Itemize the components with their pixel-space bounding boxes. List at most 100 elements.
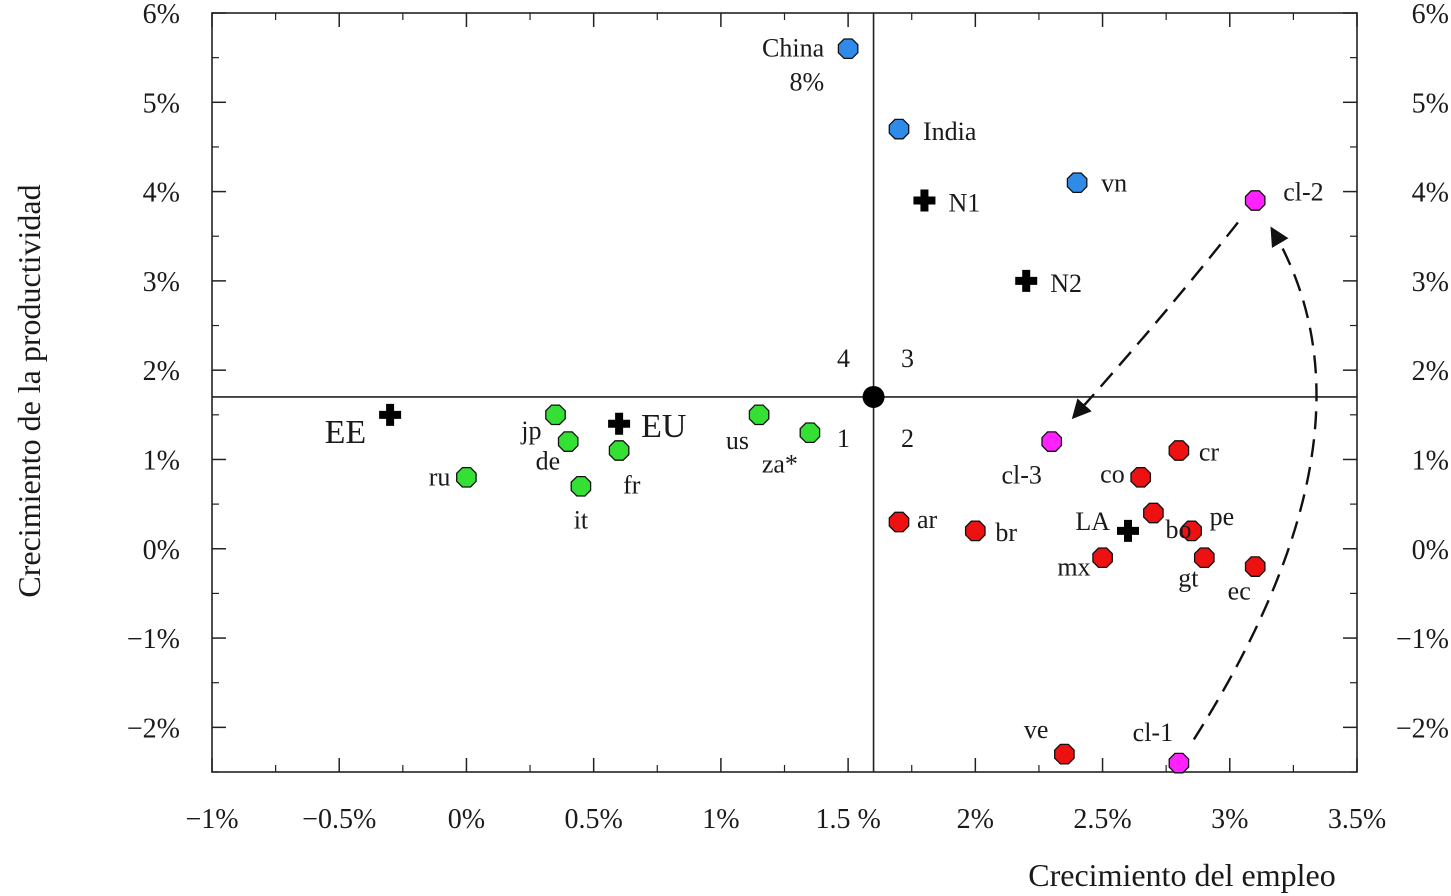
y-tick-label: −2%	[127, 713, 180, 744]
x-axis-title: Crecimiento del empleo	[1028, 857, 1335, 893]
point-LA	[1117, 519, 1139, 542]
point-cl-2	[1244, 190, 1266, 211]
point-bo	[1143, 502, 1164, 524]
y-tick-label: 0%	[143, 535, 180, 566]
y-tick-label: 5%	[143, 88, 180, 119]
label-EU: EU	[641, 408, 686, 445]
point-ru	[456, 466, 477, 488]
x-tick-label: 1.5 %	[815, 804, 880, 835]
x-tick-label: 3%	[1211, 804, 1248, 835]
x-tick-label: −0.5%	[302, 804, 376, 835]
point-pe	[1181, 520, 1202, 542]
label-pe: pe	[1210, 502, 1235, 531]
y-tick-label-right: 0%	[1412, 535, 1449, 566]
y-tick-label: 2%	[143, 356, 180, 387]
point-co	[1130, 466, 1152, 488]
label-ve: ve	[1024, 715, 1049, 744]
point-EU	[608, 412, 631, 435]
point-cl-1	[1168, 752, 1190, 774]
point-mx	[1092, 547, 1113, 569]
point-ec	[1244, 556, 1266, 577]
point-ve	[1054, 743, 1075, 765]
point-br	[964, 520, 986, 542]
point-cr	[1168, 440, 1190, 461]
point-us	[748, 404, 770, 426]
label-cl-1: cl-1	[1133, 718, 1173, 747]
quadrant-label-3: 3	[901, 344, 914, 373]
quadrant-label-1: 1	[837, 424, 850, 453]
point-za*	[799, 422, 821, 444]
x-tick-label: 0%	[448, 804, 485, 835]
point-N2	[1015, 269, 1038, 292]
y-tick-label-right: 3%	[1412, 267, 1449, 298]
label-gt: gt	[1178, 564, 1199, 593]
label-cl-3: cl-3	[1001, 461, 1041, 490]
quadrant-label-2: 2	[901, 424, 914, 453]
x-tick-label: 1%	[702, 804, 739, 835]
point-China	[837, 38, 859, 60]
point-fr	[608, 440, 630, 461]
label-vn: vn	[1101, 169, 1127, 198]
label-mx: mx	[1057, 553, 1090, 582]
point-India	[888, 118, 910, 140]
y-tick-label-right: 6%	[1412, 0, 1449, 30]
label-fr: fr	[623, 471, 641, 500]
label-jp: jp	[520, 416, 541, 445]
x-tick-label: −1%	[185, 804, 238, 835]
arrow-layer	[1071, 221, 1318, 741]
label-br: br	[995, 518, 1017, 547]
y-tick-label-right: 1%	[1412, 445, 1449, 476]
point-cl-3	[1041, 431, 1063, 452]
label-cl-2: cl-2	[1283, 178, 1323, 207]
point-layer	[379, 38, 1266, 774]
label-ec: ec	[1228, 577, 1251, 606]
label-us: us	[726, 426, 749, 455]
reference-point	[862, 385, 885, 408]
y-tick-label-right: 5%	[1412, 88, 1449, 119]
label-ru: ru	[429, 462, 451, 491]
label-ar: ar	[917, 505, 938, 534]
label-LA: LA	[1075, 507, 1110, 536]
x-tick-label: 2.5%	[1073, 804, 1131, 835]
y-tick-label-right: −2%	[1396, 713, 1449, 744]
label-China: China	[762, 34, 825, 63]
sublabel-China: 8%	[789, 68, 824, 97]
plot-frame	[211, 12, 1358, 773]
x-tick-label: 0.5%	[565, 804, 623, 835]
reference-lines: 4 3 1 2	[212, 13, 1357, 772]
label-N2: N2	[1050, 269, 1082, 298]
y-axis-title: Crecimiento de la productividad	[11, 184, 47, 597]
y-tick-label-right: 2%	[1412, 356, 1449, 387]
point-de	[557, 431, 579, 452]
label-de: de	[536, 447, 561, 476]
arrow-cl-1-to-cl-2	[1192, 226, 1318, 741]
y-tick-label: −1%	[127, 624, 180, 655]
label-co: co	[1100, 459, 1125, 488]
quadrant-label-4: 4	[837, 344, 850, 373]
point-ar	[888, 511, 910, 533]
point-EE	[379, 403, 402, 426]
x-tick-label: 3.5%	[1328, 804, 1386, 835]
axis-ticks: −1% −0.5% 0% 0.5% 1% 1.5 % 2% 2.5% 3% 3.5% −2% −2% −…	[127, 0, 1449, 835]
label-India: India	[923, 117, 977, 146]
point-it	[570, 475, 592, 497]
label-cr: cr	[1199, 438, 1220, 467]
label-N1: N1	[948, 189, 980, 218]
point-vn	[1066, 172, 1088, 194]
point-N1	[913, 189, 936, 212]
y-tick-label: 4%	[143, 178, 180, 209]
y-tick-label-right: 4%	[1412, 178, 1449, 209]
point-gt	[1193, 547, 1215, 569]
point-jp	[545, 404, 566, 426]
label-EE: EE	[325, 414, 367, 451]
y-tick-label-right: −1%	[1396, 624, 1449, 655]
y-tick-label: 3%	[143, 267, 180, 298]
label-it: it	[574, 505, 589, 534]
x-tick-label: 2%	[957, 804, 994, 835]
y-tick-label: 6%	[143, 0, 180, 30]
arrow-cl-2-to-cl-3	[1071, 221, 1239, 420]
label-bo: bo	[1165, 515, 1191, 544]
y-tick-label: 1%	[143, 445, 180, 476]
